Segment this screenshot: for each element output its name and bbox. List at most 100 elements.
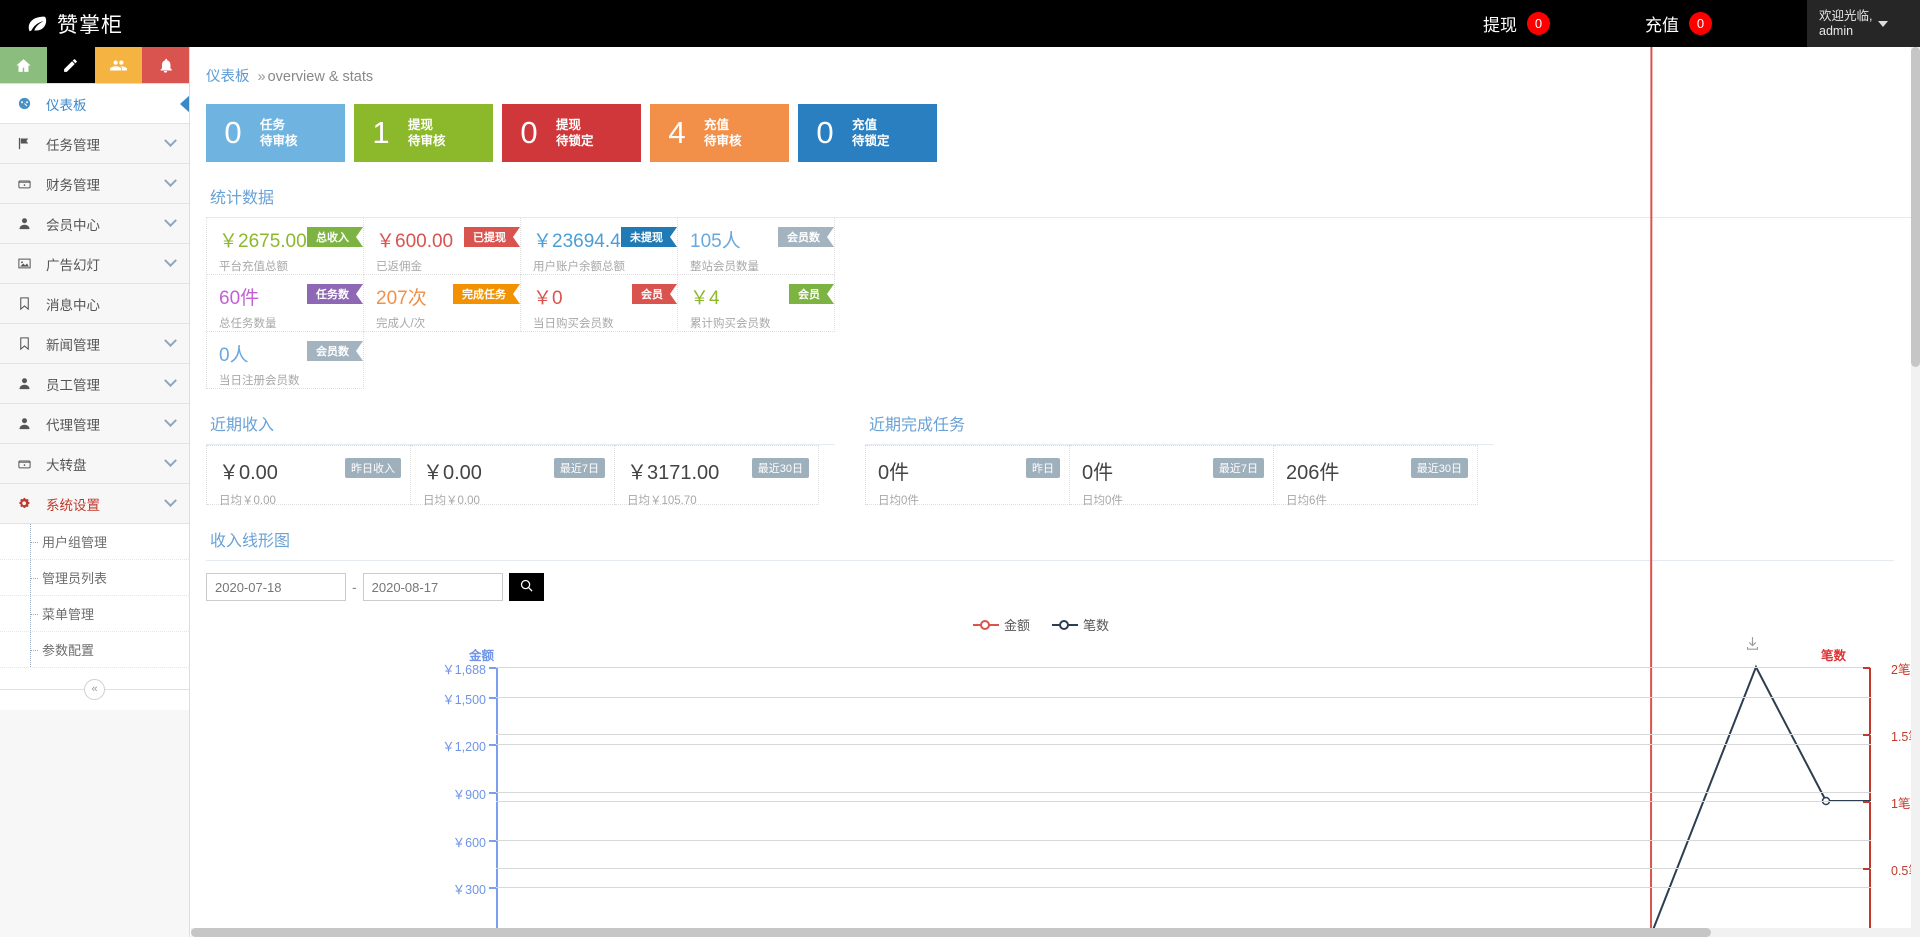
sidebar-item-4[interactable]: 广告幻灯 — [0, 244, 189, 284]
sidebar-subitem-2[interactable]: 菜单管理 — [0, 596, 189, 632]
period-badge: 昨日 — [1026, 458, 1060, 478]
sidebar-subitem-0[interactable]: 用户组管理 — [0, 524, 189, 560]
sidebar-item-9[interactable]: 大转盘 — [0, 444, 189, 484]
scrollbar-thumb[interactable] — [1911, 47, 1920, 367]
summary-tile-2[interactable]: 0 提现 待锁定 — [502, 104, 641, 162]
stat-value: ￥600.00 — [376, 231, 454, 252]
stat-sublabel: 完成人/次 — [376, 318, 426, 330]
chevron-down-icon[interactable] — [164, 134, 177, 148]
sidebar-subitem-1[interactable]: 管理员列表 — [0, 560, 189, 596]
withdraw-link[interactable]: 提现 0 — [1483, 11, 1550, 36]
recent-value: 0件 — [878, 462, 910, 484]
chart-date-controls: - — [191, 561, 1911, 601]
bell-icon[interactable] — [141, 47, 189, 83]
chart-plot-area: ￥1,688 ￥1,500 ￥1,200 ￥900 ￥600 ￥300 2笔 1.5笔 1笔 0.… — [442, 47, 1911, 936]
sidebar-item-10[interactable]: 系统设置 — [0, 484, 189, 524]
right-axis-tick-label: 1.5笔 — [1891, 730, 1911, 744]
axis-tick — [1863, 734, 1870, 736]
legend-item-1[interactable]: 笔数 — [1052, 615, 1109, 634]
sidebar-item-1[interactable]: 任务管理 — [0, 124, 189, 164]
chevron-down-icon[interactable] — [164, 454, 177, 468]
left-axis-tick-label: ￥300 — [452, 883, 486, 898]
user-menu[interactable]: 欢迎光临, admin — [1807, 0, 1920, 47]
date-end-input[interactable] — [362, 573, 503, 601]
search-button[interactable] — [508, 573, 544, 601]
chevron-down-icon[interactable] — [164, 334, 177, 348]
sidebar-item-label: 大转盘 — [46, 457, 87, 473]
tile-caption-line1: 提现 — [408, 118, 434, 132]
recent-value: 0件 — [1082, 462, 1114, 484]
right-axis-tick-label: 0.5笔 — [1891, 864, 1911, 878]
axis-tick — [489, 839, 496, 842]
sidebar-subitem-3[interactable]: 参数配置 — [0, 632, 189, 668]
summary-tile-3[interactable]: 4 充值 待审核 — [650, 104, 789, 162]
breadcrumb-separator: » — [257, 69, 266, 85]
search-icon — [519, 578, 534, 596]
sidebar-nav: 仪表板 任务管理 财务管理 会员中心 广告幻灯 消息中心 新闻管理员工管理代理管理大转盘系统… — [0, 84, 189, 524]
sidebar-item-0[interactable]: 仪表板 — [0, 84, 189, 124]
gridline — [496, 887, 1871, 889]
legend-marker — [1052, 619, 1078, 631]
chevron-down-icon[interactable] — [164, 494, 177, 508]
withdraw-label: 提现 — [1483, 16, 1517, 35]
legend-item-0[interactable]: 金额 — [972, 615, 1030, 634]
home-icon[interactable] — [0, 47, 48, 83]
chart-section-title: 收入线形图 — [210, 533, 291, 550]
axis-tick — [489, 792, 496, 795]
date-start-input[interactable] — [206, 573, 346, 601]
user-icon — [17, 216, 39, 231]
tile-value: 1 — [372, 115, 390, 150]
status-badge: 完成任务 — [453, 284, 520, 304]
income-line-chart: 金额 笔数 金额 笔数 ￥1,688 ￥1,500 ￥1,200 ￥900 ￥600 ￥30… — [191, 47, 1911, 936]
summary-tile-0[interactable]: 0 任务 待审核 — [206, 104, 345, 162]
horizontal-scrollbar[interactable] — [191, 928, 1911, 937]
axis-tick — [1863, 801, 1870, 803]
users-icon[interactable] — [94, 47, 142, 83]
tile-caption-line2: 待审核 — [408, 134, 446, 148]
user-name: admin — [1819, 23, 1854, 38]
download-icon[interactable] — [1744, 635, 1761, 655]
pencil-icon[interactable] — [47, 47, 95, 83]
tile-caption-line1: 充值 — [704, 118, 730, 132]
breadcrumb: 仪表板 » overview & stats — [191, 47, 1911, 86]
breadcrumb-home[interactable]: 仪表板 — [206, 69, 250, 85]
recent-sublabel: 日均￥0.00 — [219, 495, 276, 507]
sidebar-item-5[interactable]: 消息中心 — [0, 284, 189, 324]
brand-logo[interactable]: 赞掌柜 — [0, 0, 190, 47]
breadcrumb-current: overview & stats — [267, 69, 374, 85]
chevron-down-icon[interactable] — [164, 414, 177, 428]
recharge-link[interactable]: 充值 0 — [1645, 11, 1712, 36]
recent-tasks-cell-2: 206件 日均6件 最近30日 — [1274, 445, 1478, 507]
gridline — [496, 734, 1871, 735]
chart-right-axis-name: 笔数 — [1821, 649, 1847, 663]
left-axis-tick-label: ￥1,500 — [442, 692, 486, 707]
period-badge: 最近30日 — [1410, 458, 1468, 478]
recent-value: ￥0.00 — [423, 462, 482, 484]
chevron-down-icon[interactable] — [164, 374, 177, 388]
stat-cell-4: 60件 总任务数量 任务数 — [207, 275, 364, 332]
sidebar-collapse-button[interactable]: « — [84, 678, 105, 700]
tile-caption-line1: 任务 — [260, 118, 286, 132]
vertical-scrollbar[interactable] — [1911, 47, 1920, 937]
stat-value: 60件 — [219, 288, 260, 309]
sidebar-item-6[interactable]: 新闻管理 — [0, 324, 189, 364]
stat-value: ￥0 — [533, 288, 563, 309]
stat-cell-2: ￥23694.44 用户账户余额总额 未提现 — [521, 218, 678, 275]
sidebar-item-label: 员工管理 — [46, 377, 100, 393]
sidebar-item-3[interactable]: 会员中心 — [0, 204, 189, 244]
sidebar-item-2[interactable]: 财务管理 — [0, 164, 189, 204]
chevron-down-icon[interactable] — [164, 174, 177, 188]
recharge-badge: 0 — [1689, 12, 1712, 35]
scrollbar-thumb[interactable] — [191, 928, 1711, 937]
tile-caption-line2: 待审核 — [260, 134, 298, 148]
sidebar-item-7[interactable]: 员工管理 — [0, 364, 189, 404]
recent-value: 206件 — [1286, 462, 1340, 484]
recent-tasks-row: 0件 日均0件 昨日 0件 日均0件 最近7日 206件 日均6件 最近30日 — [865, 445, 1494, 507]
active-indicator — [180, 94, 189, 113]
sidebar-item-8[interactable]: 代理管理 — [0, 404, 189, 444]
summary-tile-1[interactable]: 1 提现待审核 — [354, 104, 493, 162]
chevron-down-icon[interactable] — [164, 214, 177, 228]
chevron-down-icon[interactable] — [164, 254, 177, 268]
recent-tasks-title: 近期完成任务 — [869, 417, 966, 434]
summary-tile-4[interactable]: 0 充值 待锁定 — [798, 104, 937, 162]
